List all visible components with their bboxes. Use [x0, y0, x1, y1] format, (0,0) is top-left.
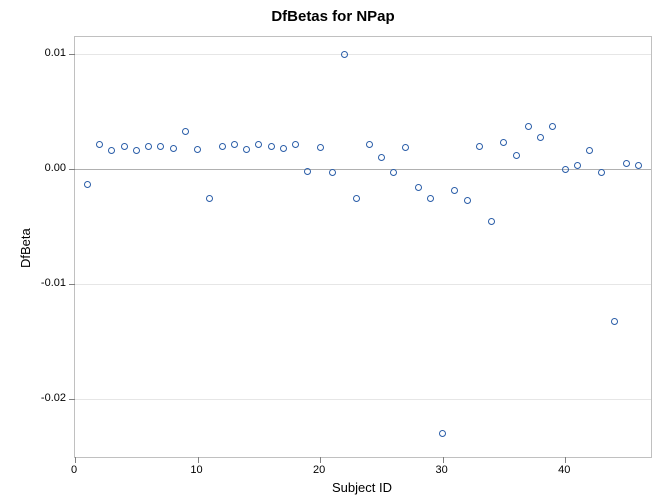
y-tick-label: -0.02: [41, 392, 66, 404]
x-tick-label: 30: [427, 464, 457, 476]
data-point: [378, 154, 385, 161]
x-tick-mark: [565, 457, 566, 463]
data-point: [219, 143, 226, 150]
x-tick-label: 10: [182, 464, 212, 476]
y-tick-mark: [69, 284, 75, 285]
plot-area: [74, 36, 652, 458]
y-tick-label: -0.01: [41, 277, 66, 289]
data-point: [611, 318, 618, 325]
grid-line: [75, 284, 651, 285]
data-point: [427, 195, 434, 202]
y-tick-mark: [69, 54, 75, 55]
data-point: [108, 147, 115, 154]
data-point: [353, 195, 360, 202]
data-point: [623, 160, 630, 167]
data-point: [562, 166, 569, 173]
data-point: [84, 181, 91, 188]
data-point: [194, 146, 201, 153]
data-point: [268, 143, 275, 150]
x-axis-label: Subject ID: [74, 480, 650, 495]
data-point: [329, 169, 336, 176]
data-point: [182, 128, 189, 135]
x-tick-mark: [75, 457, 76, 463]
data-point: [292, 141, 299, 148]
data-point: [415, 184, 422, 191]
data-point: [206, 195, 213, 202]
data-point: [243, 146, 250, 153]
data-point: [513, 152, 520, 159]
data-point: [476, 143, 483, 150]
data-point: [525, 123, 532, 130]
data-point: [133, 147, 140, 154]
data-point: [500, 139, 507, 146]
data-point: [439, 430, 446, 437]
data-point: [366, 141, 373, 148]
data-point: [598, 169, 605, 176]
data-point: [231, 141, 238, 148]
data-point: [390, 169, 397, 176]
data-point: [145, 143, 152, 150]
chart-title: DfBetas for NPap: [0, 8, 666, 25]
x-tick-label: 40: [549, 464, 579, 476]
data-point: [402, 144, 409, 151]
data-point: [464, 197, 471, 204]
data-point: [341, 51, 348, 58]
data-point: [537, 134, 544, 141]
y-tick-label: 0.00: [45, 162, 66, 174]
y-tick-mark: [69, 399, 75, 400]
y-tick-label: 0.01: [45, 47, 66, 59]
data-point: [451, 187, 458, 194]
data-point: [280, 145, 287, 152]
data-point: [488, 218, 495, 225]
data-point: [121, 143, 128, 150]
chart-container: DfBetas for NPap DfBeta Subject ID -0.02…: [0, 0, 666, 500]
x-tick-mark: [443, 457, 444, 463]
y-axis-label: DfBeta: [18, 228, 33, 268]
x-tick-label: 20: [304, 464, 334, 476]
x-tick-mark: [198, 457, 199, 463]
data-point: [549, 123, 556, 130]
data-point: [586, 147, 593, 154]
data-point: [170, 145, 177, 152]
grid-line: [75, 54, 651, 55]
data-point: [574, 162, 581, 169]
data-point: [635, 162, 642, 169]
data-point: [157, 143, 164, 150]
data-point: [317, 144, 324, 151]
grid-line: [75, 399, 651, 400]
data-point: [96, 141, 103, 148]
x-tick-label: 0: [59, 464, 89, 476]
x-tick-mark: [320, 457, 321, 463]
data-point: [255, 141, 262, 148]
data-point: [304, 168, 311, 175]
